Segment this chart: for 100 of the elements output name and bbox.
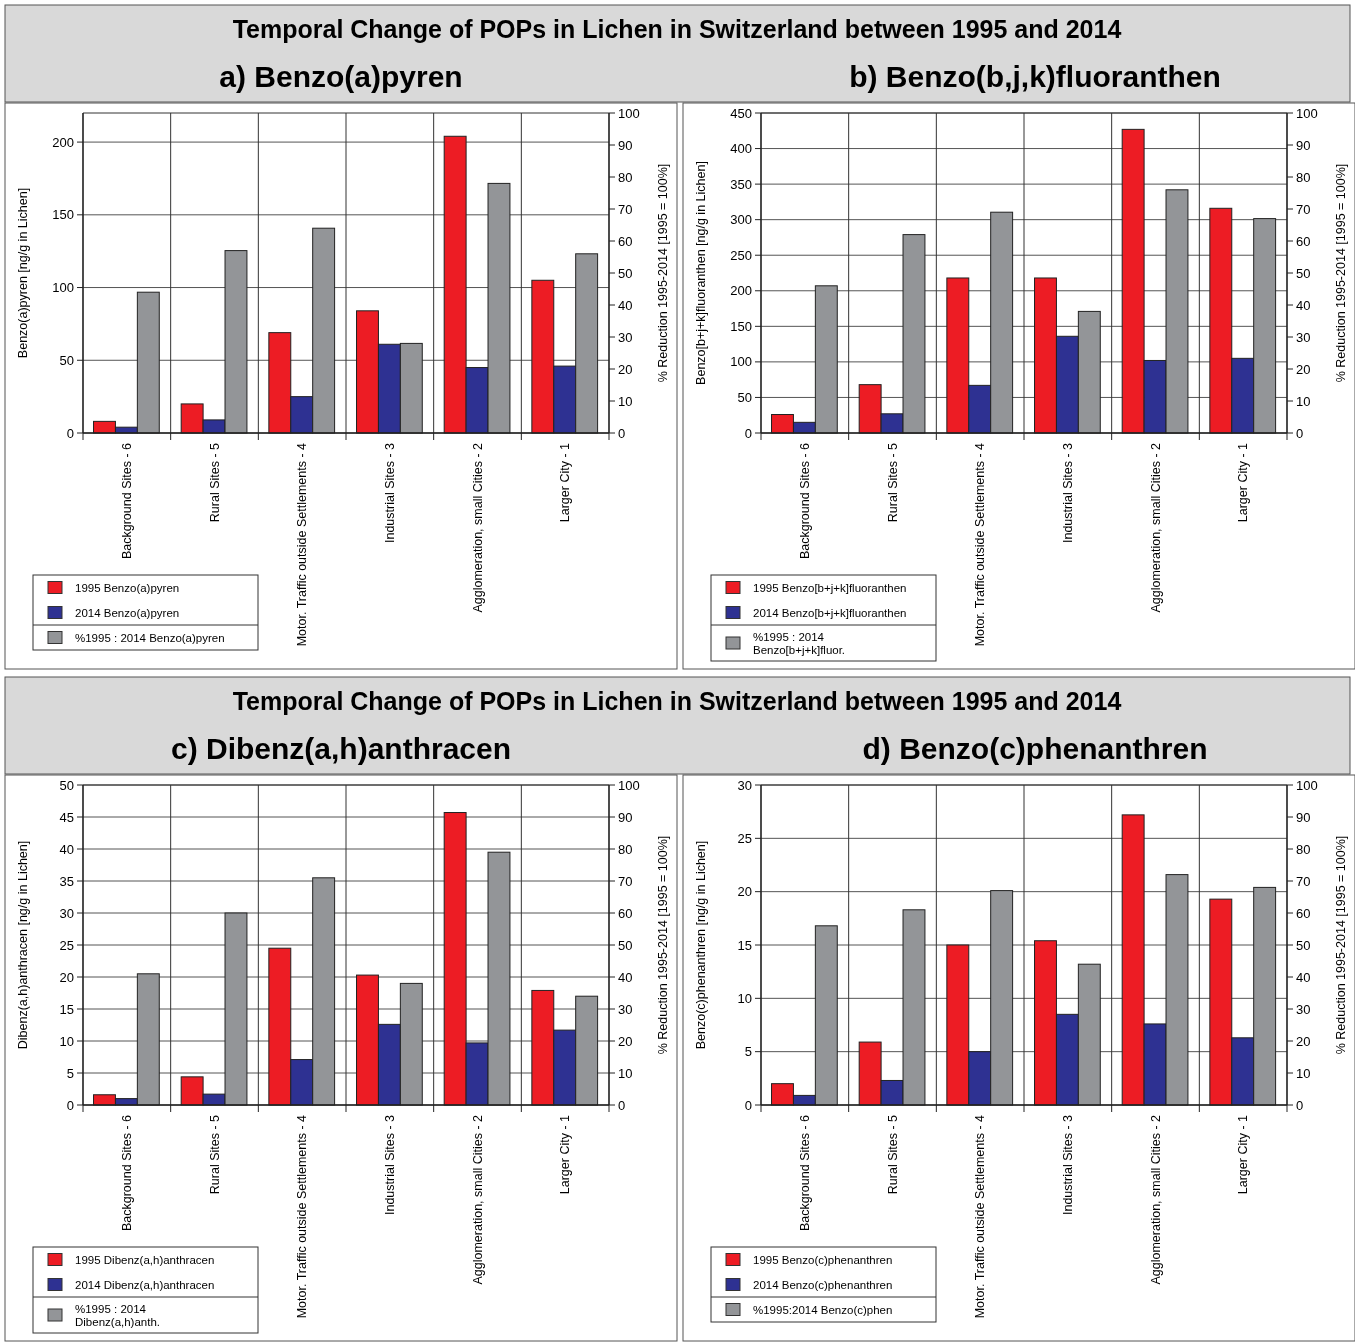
y2-tick-label: 70 bbox=[1296, 201, 1311, 217]
y2-tick-label: 100 bbox=[618, 105, 640, 121]
chart-title: c) Dibenz(a,h)anthracen bbox=[170, 732, 512, 765]
y2-tick-label: 20 bbox=[1296, 1033, 1311, 1049]
x-tick-label: Industrial Sites - 3 bbox=[382, 442, 397, 544]
y2-tick-label: 100 bbox=[1296, 105, 1318, 121]
x-tick-label: Rural Sites - 5 bbox=[207, 442, 222, 523]
y2-tick-label: 40 bbox=[1296, 297, 1311, 313]
y-tick-label: 150 bbox=[730, 318, 752, 334]
y2-tick-label: 30 bbox=[618, 329, 633, 345]
y2-tick-label: 30 bbox=[1296, 329, 1311, 345]
y-tick-label: 25 bbox=[59, 937, 74, 953]
y2-tick-label: 100 bbox=[1296, 777, 1318, 793]
chart-title: d) Benzo(c)phenanthren bbox=[862, 732, 1208, 765]
y-tick-label: 25 bbox=[737, 830, 752, 846]
y-tick-label: 0 bbox=[66, 425, 74, 441]
y2-axis-title: % Reduction 1995-2014 [1995 = 100%] bbox=[1334, 835, 1348, 1055]
chart-title: b) Benzo(b,j,k)fluoranthen bbox=[849, 60, 1221, 93]
y2-tick-label: 10 bbox=[618, 393, 633, 409]
y2-axis-title: % Reduction 1995-2014 [1995 = 100%] bbox=[656, 835, 670, 1055]
legend-label: 1995 Dibenz(a,h)anthracen bbox=[75, 1253, 215, 1266]
legend-label: 2014 Dibenz(a,h)anthracen bbox=[75, 1278, 215, 1291]
x-tick-label: Motor. Traffic outside Settlements - 4 bbox=[295, 442, 310, 647]
y2-tick-label: 60 bbox=[618, 905, 633, 921]
x-tick-label: Agglomeration, small Cities - 2 bbox=[1148, 1114, 1163, 1285]
x-tick-label: Background Sites - 6 bbox=[797, 1114, 812, 1232]
legend-label: %1995 : 2014 Benzo[b+j+k]fluor. bbox=[753, 630, 846, 656]
y2-axis-title: % Reduction 1995-2014 [1995 = 100%] bbox=[656, 163, 670, 383]
y2-tick-label: 80 bbox=[1296, 841, 1311, 857]
y-tick-label: 0 bbox=[66, 1097, 74, 1113]
y-tick-label: 30 bbox=[737, 777, 752, 793]
y2-tick-label: 0 bbox=[1296, 1097, 1304, 1113]
y-tick-label: 100 bbox=[52, 280, 74, 296]
y2-tick-label: 30 bbox=[1296, 1001, 1311, 1017]
y-axis-title: Benzo(c)phenanthren [ng/g in Lichen] bbox=[694, 840, 708, 1050]
y-tick-label: 10 bbox=[59, 1033, 74, 1049]
y-tick-label: 100 bbox=[730, 354, 752, 370]
y-tick-label: 250 bbox=[730, 247, 752, 263]
y2-tick-label: 10 bbox=[618, 1065, 633, 1081]
y2-tick-label: 90 bbox=[1296, 137, 1311, 153]
y-tick-label: 15 bbox=[59, 1001, 74, 1017]
y-tick-label: 5 bbox=[744, 1044, 752, 1060]
x-tick-label: Agglomeration, small Cities - 2 bbox=[470, 1114, 485, 1285]
x-tick-label: Larger City - 1 bbox=[558, 442, 573, 523]
y-tick-label: 35 bbox=[59, 873, 74, 889]
y-tick-label: 40 bbox=[59, 841, 74, 857]
y-tick-label: 200 bbox=[52, 134, 74, 150]
x-tick-label: Agglomeration, small Cities - 2 bbox=[1148, 442, 1163, 613]
y-tick-label: 5 bbox=[66, 1065, 74, 1081]
y2-tick-label: 90 bbox=[618, 137, 633, 153]
chart-title: a) Benzo(a)pyren bbox=[219, 60, 463, 93]
y2-tick-label: 40 bbox=[1296, 969, 1311, 985]
y2-tick-label: 0 bbox=[618, 425, 626, 441]
legend-label: 1995 Benzo(c)phenanthren bbox=[753, 1253, 893, 1266]
y2-tick-label: 60 bbox=[618, 233, 633, 249]
y-tick-label: 20 bbox=[737, 884, 752, 900]
y2-tick-label: 70 bbox=[1296, 873, 1311, 889]
y2-tick-label: 20 bbox=[1296, 361, 1311, 377]
y2-tick-label: 60 bbox=[1296, 905, 1311, 921]
x-tick-label: Industrial Sites - 3 bbox=[1060, 1114, 1075, 1216]
legend-label: %1995 : 2014 Dibenz(a,h)anth. bbox=[75, 1302, 161, 1328]
y2-tick-label: 90 bbox=[618, 809, 633, 825]
y-tick-label: 300 bbox=[730, 212, 752, 228]
y-tick-label: 0 bbox=[744, 425, 752, 441]
y-axis-title: Benzo(a)pyren [ng/g in Lichen] bbox=[16, 187, 30, 359]
y-tick-label: 350 bbox=[730, 176, 752, 192]
y2-tick-label: 50 bbox=[618, 265, 633, 281]
x-tick-label: Rural Sites - 5 bbox=[885, 442, 900, 523]
x-tick-label: Agglomeration, small Cities - 2 bbox=[470, 442, 485, 613]
y2-tick-label: 70 bbox=[618, 873, 633, 889]
y2-axis-title: % Reduction 1995-2014 [1995 = 100%] bbox=[1334, 163, 1348, 383]
x-tick-label: Rural Sites - 5 bbox=[885, 1114, 900, 1195]
y2-tick-label: 90 bbox=[1296, 809, 1311, 825]
y-tick-label: 45 bbox=[59, 809, 74, 825]
legend-label: 2014 Benzo(a)pyren bbox=[75, 606, 180, 619]
y-tick-label: 10 bbox=[737, 990, 752, 1006]
y2-tick-label: 20 bbox=[618, 1033, 633, 1049]
y2-tick-label: 100 bbox=[618, 777, 640, 793]
x-tick-label: Industrial Sites - 3 bbox=[1060, 442, 1075, 544]
legend-label: 1995 Benzo[b+j+k]fluoranthen bbox=[753, 581, 907, 594]
x-tick-label: Larger City - 1 bbox=[558, 1114, 573, 1195]
y-axis-title: Benzo[b+j+k]fluoranthen [ng/g in Lichen] bbox=[694, 161, 708, 385]
y-tick-label: 20 bbox=[59, 969, 74, 985]
y-tick-label: 50 bbox=[59, 777, 74, 793]
y2-tick-label: 10 bbox=[1296, 1065, 1311, 1081]
x-tick-label: Larger City - 1 bbox=[1236, 442, 1251, 523]
y-tick-label: 0 bbox=[744, 1097, 752, 1113]
y2-tick-label: 20 bbox=[618, 361, 633, 377]
y2-tick-label: 50 bbox=[1296, 265, 1311, 281]
y-tick-label: 200 bbox=[730, 283, 752, 299]
y2-tick-label: 70 bbox=[618, 201, 633, 217]
y-tick-label: 50 bbox=[737, 389, 752, 405]
legend-label: %1995 : 2014 Benzo(a)pyren bbox=[75, 631, 225, 644]
x-tick-label: Background Sites - 6 bbox=[119, 1114, 134, 1232]
y2-tick-label: 60 bbox=[1296, 233, 1311, 249]
text: Temporal Change of POPs in Lichen in Switzerland between 1995 and 2014 bbox=[232, 687, 1122, 715]
y2-tick-label: 40 bbox=[618, 297, 633, 313]
x-tick-label: Motor. Traffic outside Settlements - 4 bbox=[973, 1114, 988, 1319]
y-tick-label: 450 bbox=[730, 105, 752, 121]
y-axis-title: Dibenz(a,h)anthracen [ng/g in Lichen] bbox=[16, 840, 30, 1050]
